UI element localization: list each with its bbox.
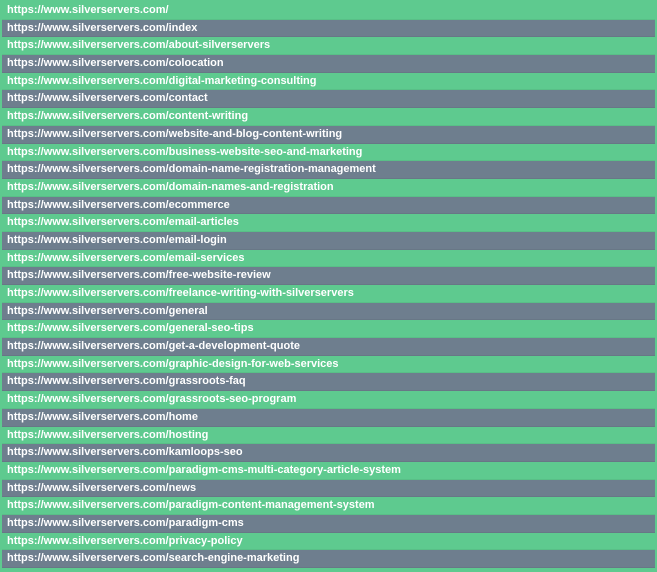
url-row[interactable]: https://www.silverservers.com/: [2, 2, 655, 20]
url-row[interactable]: https://www.silverservers.com/home: [2, 409, 655, 427]
url-row[interactable]: https://www.silverservers.com/digital-ma…: [2, 73, 655, 91]
url-row[interactable]: https://www.silverservers.com/hosting: [2, 427, 655, 445]
url-row[interactable]: https://www.silverservers.com/colocation: [2, 55, 655, 73]
url-row[interactable]: https://www.silverservers.com/email-logi…: [2, 232, 655, 250]
url-row[interactable]: https://www.silverservers.com/index: [2, 20, 655, 38]
url-row[interactable]: https://www.silverservers.com/search-eng…: [2, 550, 655, 568]
url-row[interactable]: https://www.silverservers.com/kamloops-s…: [2, 444, 655, 462]
url-row[interactable]: https://www.silverservers.com/paradigm-c…: [2, 462, 655, 480]
url-row[interactable]: https://www.silverservers.com/email-arti…: [2, 214, 655, 232]
url-row[interactable]: https://www.silverservers.com/about-silv…: [2, 37, 655, 55]
url-row[interactable]: https://www.silverservers.com/privacy-po…: [2, 533, 655, 551]
url-row[interactable]: https://www.silverservers.com/contact: [2, 90, 655, 108]
url-row[interactable]: https://www.silverservers.com/email-serv…: [2, 250, 655, 268]
url-row[interactable]: https://www.silverservers.com/grassroots…: [2, 391, 655, 409]
url-row[interactable]: https://www.silverservers.com/domain-nam…: [2, 179, 655, 197]
url-row[interactable]: https://www.silverservers.com/freelance-…: [2, 285, 655, 303]
url-row[interactable]: https://www.silverservers.com/domain-nam…: [2, 161, 655, 179]
url-row[interactable]: https://www.silverservers.com/ecommerce: [2, 197, 655, 215]
url-row[interactable]: https://www.silverservers.com/paradigm-c…: [2, 497, 655, 515]
url-row[interactable]: https://www.silverservers.com/general: [2, 303, 655, 321]
url-row[interactable]: https://www.silverservers.com/paradigm-c…: [2, 515, 655, 533]
url-row[interactable]: https://www.silverservers.com/general-se…: [2, 320, 655, 338]
url-row[interactable]: https://www.silverservers.com/free-websi…: [2, 267, 655, 285]
url-row[interactable]: https://www.silverservers.com/grassroots…: [2, 373, 655, 391]
url-row[interactable]: https://www.silverservers.com/business-w…: [2, 144, 655, 162]
url-list: https://www.silverservers.com/https://ww…: [2, 2, 655, 568]
url-row[interactable]: https://www.silverservers.com/news: [2, 480, 655, 498]
url-row[interactable]: https://www.silverservers.com/graphic-de…: [2, 356, 655, 374]
url-row[interactable]: https://www.silverservers.com/get-a-deve…: [2, 338, 655, 356]
url-row[interactable]: https://www.silverservers.com/website-an…: [2, 126, 655, 144]
url-row[interactable]: https://www.silverservers.com/content-wr…: [2, 108, 655, 126]
